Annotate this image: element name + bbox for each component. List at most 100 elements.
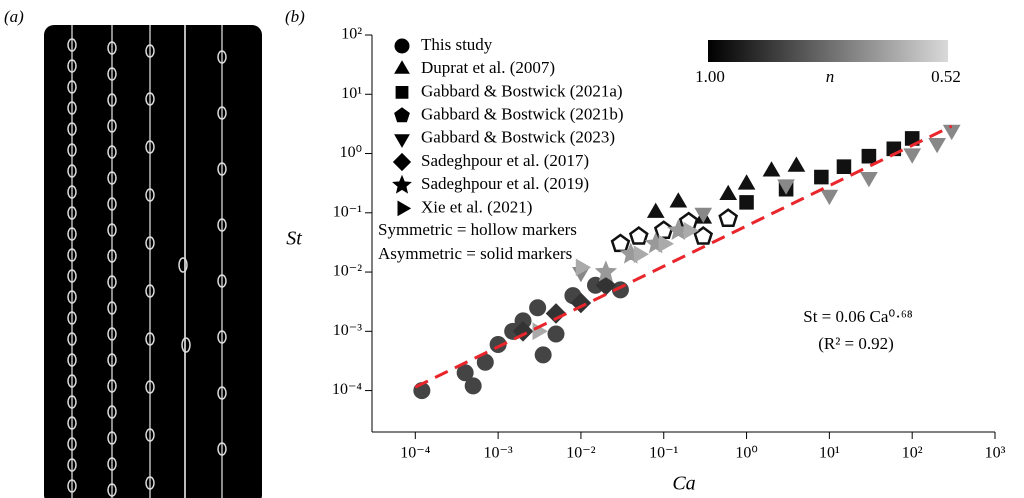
x-axis-label: Ca	[672, 473, 695, 495]
data-point	[669, 192, 688, 208]
bead	[107, 93, 117, 107]
data-point	[861, 148, 877, 164]
data-point	[653, 220, 674, 239]
bead	[107, 431, 117, 445]
legend-marker	[392, 174, 412, 194]
data-point	[814, 169, 829, 185]
x-tick-label: 10¹	[819, 445, 840, 462]
bead	[181, 337, 191, 353]
legend-marker	[392, 152, 412, 172]
data-point	[512, 320, 534, 342]
bead	[145, 380, 155, 394]
colorbar-label: n	[826, 67, 835, 86]
data-point	[594, 260, 618, 282]
bead	[107, 483, 117, 497]
data-point	[575, 258, 592, 277]
data-point	[570, 292, 592, 314]
data-point	[762, 161, 781, 177]
bead	[217, 218, 227, 232]
note: Symmetric = hollow markers	[378, 220, 577, 239]
bead	[145, 236, 155, 250]
colorbar-tick: 0.52	[931, 67, 961, 86]
note: Asymmetric = solid markers	[378, 244, 572, 263]
bead	[107, 119, 117, 133]
x-tick-label: 10³	[985, 445, 1006, 462]
bead	[145, 188, 155, 202]
legend-label: Sadeghpour et al. (2017)	[421, 151, 589, 170]
bead	[67, 353, 77, 367]
bead	[67, 374, 77, 388]
bead	[107, 379, 117, 393]
data-point	[836, 159, 852, 174]
bead	[107, 275, 117, 289]
bead	[107, 197, 117, 211]
data-point	[903, 148, 922, 164]
bead	[107, 145, 117, 159]
panel-label: (a)	[4, 7, 24, 26]
bead	[145, 428, 155, 442]
bead	[67, 185, 77, 199]
data-point	[737, 174, 756, 190]
colorbar-tick: 1.00	[695, 67, 725, 86]
data-point	[547, 325, 565, 343]
bead	[107, 249, 117, 263]
bead	[67, 458, 77, 472]
bead	[67, 311, 77, 325]
bead	[67, 269, 77, 283]
data-point	[777, 179, 795, 195]
bead	[67, 143, 77, 157]
legend-marker	[394, 134, 410, 148]
data-point	[719, 184, 738, 200]
bead	[145, 332, 155, 346]
bead	[67, 164, 77, 178]
bead	[67, 101, 77, 115]
bead	[217, 50, 227, 64]
data-point	[693, 226, 714, 245]
bead	[67, 437, 77, 451]
data-point	[820, 189, 839, 206]
legend-marker	[394, 107, 410, 123]
legend-label: This study	[421, 35, 493, 54]
bead	[67, 80, 77, 94]
bead	[217, 386, 227, 400]
data-point	[718, 208, 739, 227]
y-tick-label: 10¹	[341, 85, 362, 102]
legend-label: Gabbard & Bostwick (2023)	[421, 128, 615, 147]
data-point	[860, 172, 878, 188]
x-tick-label: 10⁰	[735, 445, 757, 462]
data-point	[464, 377, 482, 395]
legend-label: Xie et al. (2021)	[421, 197, 532, 216]
data-point	[610, 233, 631, 253]
x-tick-label: 10⁻¹	[649, 445, 678, 462]
bead	[145, 284, 155, 298]
fit-r2: (R² = 0.92)	[818, 334, 894, 353]
bead	[67, 332, 77, 346]
data-point	[646, 202, 665, 218]
y-tick-label: 10⁻⁴	[332, 381, 362, 398]
bead	[107, 171, 117, 185]
bead	[107, 41, 117, 55]
bead	[107, 457, 117, 471]
data-point	[534, 346, 552, 364]
legend-marker	[397, 200, 412, 217]
data-point	[658, 234, 674, 253]
legend: This study Duprat et al. (2007) Gabbard & …	[392, 35, 624, 217]
bead	[145, 140, 155, 154]
data-point	[694, 207, 713, 224]
data-point	[545, 303, 567, 324]
x-tick-label: 10⁻⁴	[400, 445, 430, 462]
data-point	[456, 364, 474, 382]
bead	[107, 405, 117, 419]
x-tick-label: 10²	[902, 445, 923, 462]
bead	[67, 395, 77, 409]
y-tick-label: 10⁻³	[333, 322, 362, 339]
bead	[107, 353, 117, 367]
data-point	[529, 299, 547, 317]
bead	[217, 106, 227, 120]
bead	[67, 248, 77, 262]
bead	[67, 416, 77, 430]
bead	[67, 290, 77, 304]
bead	[67, 227, 77, 241]
bead	[67, 38, 77, 52]
